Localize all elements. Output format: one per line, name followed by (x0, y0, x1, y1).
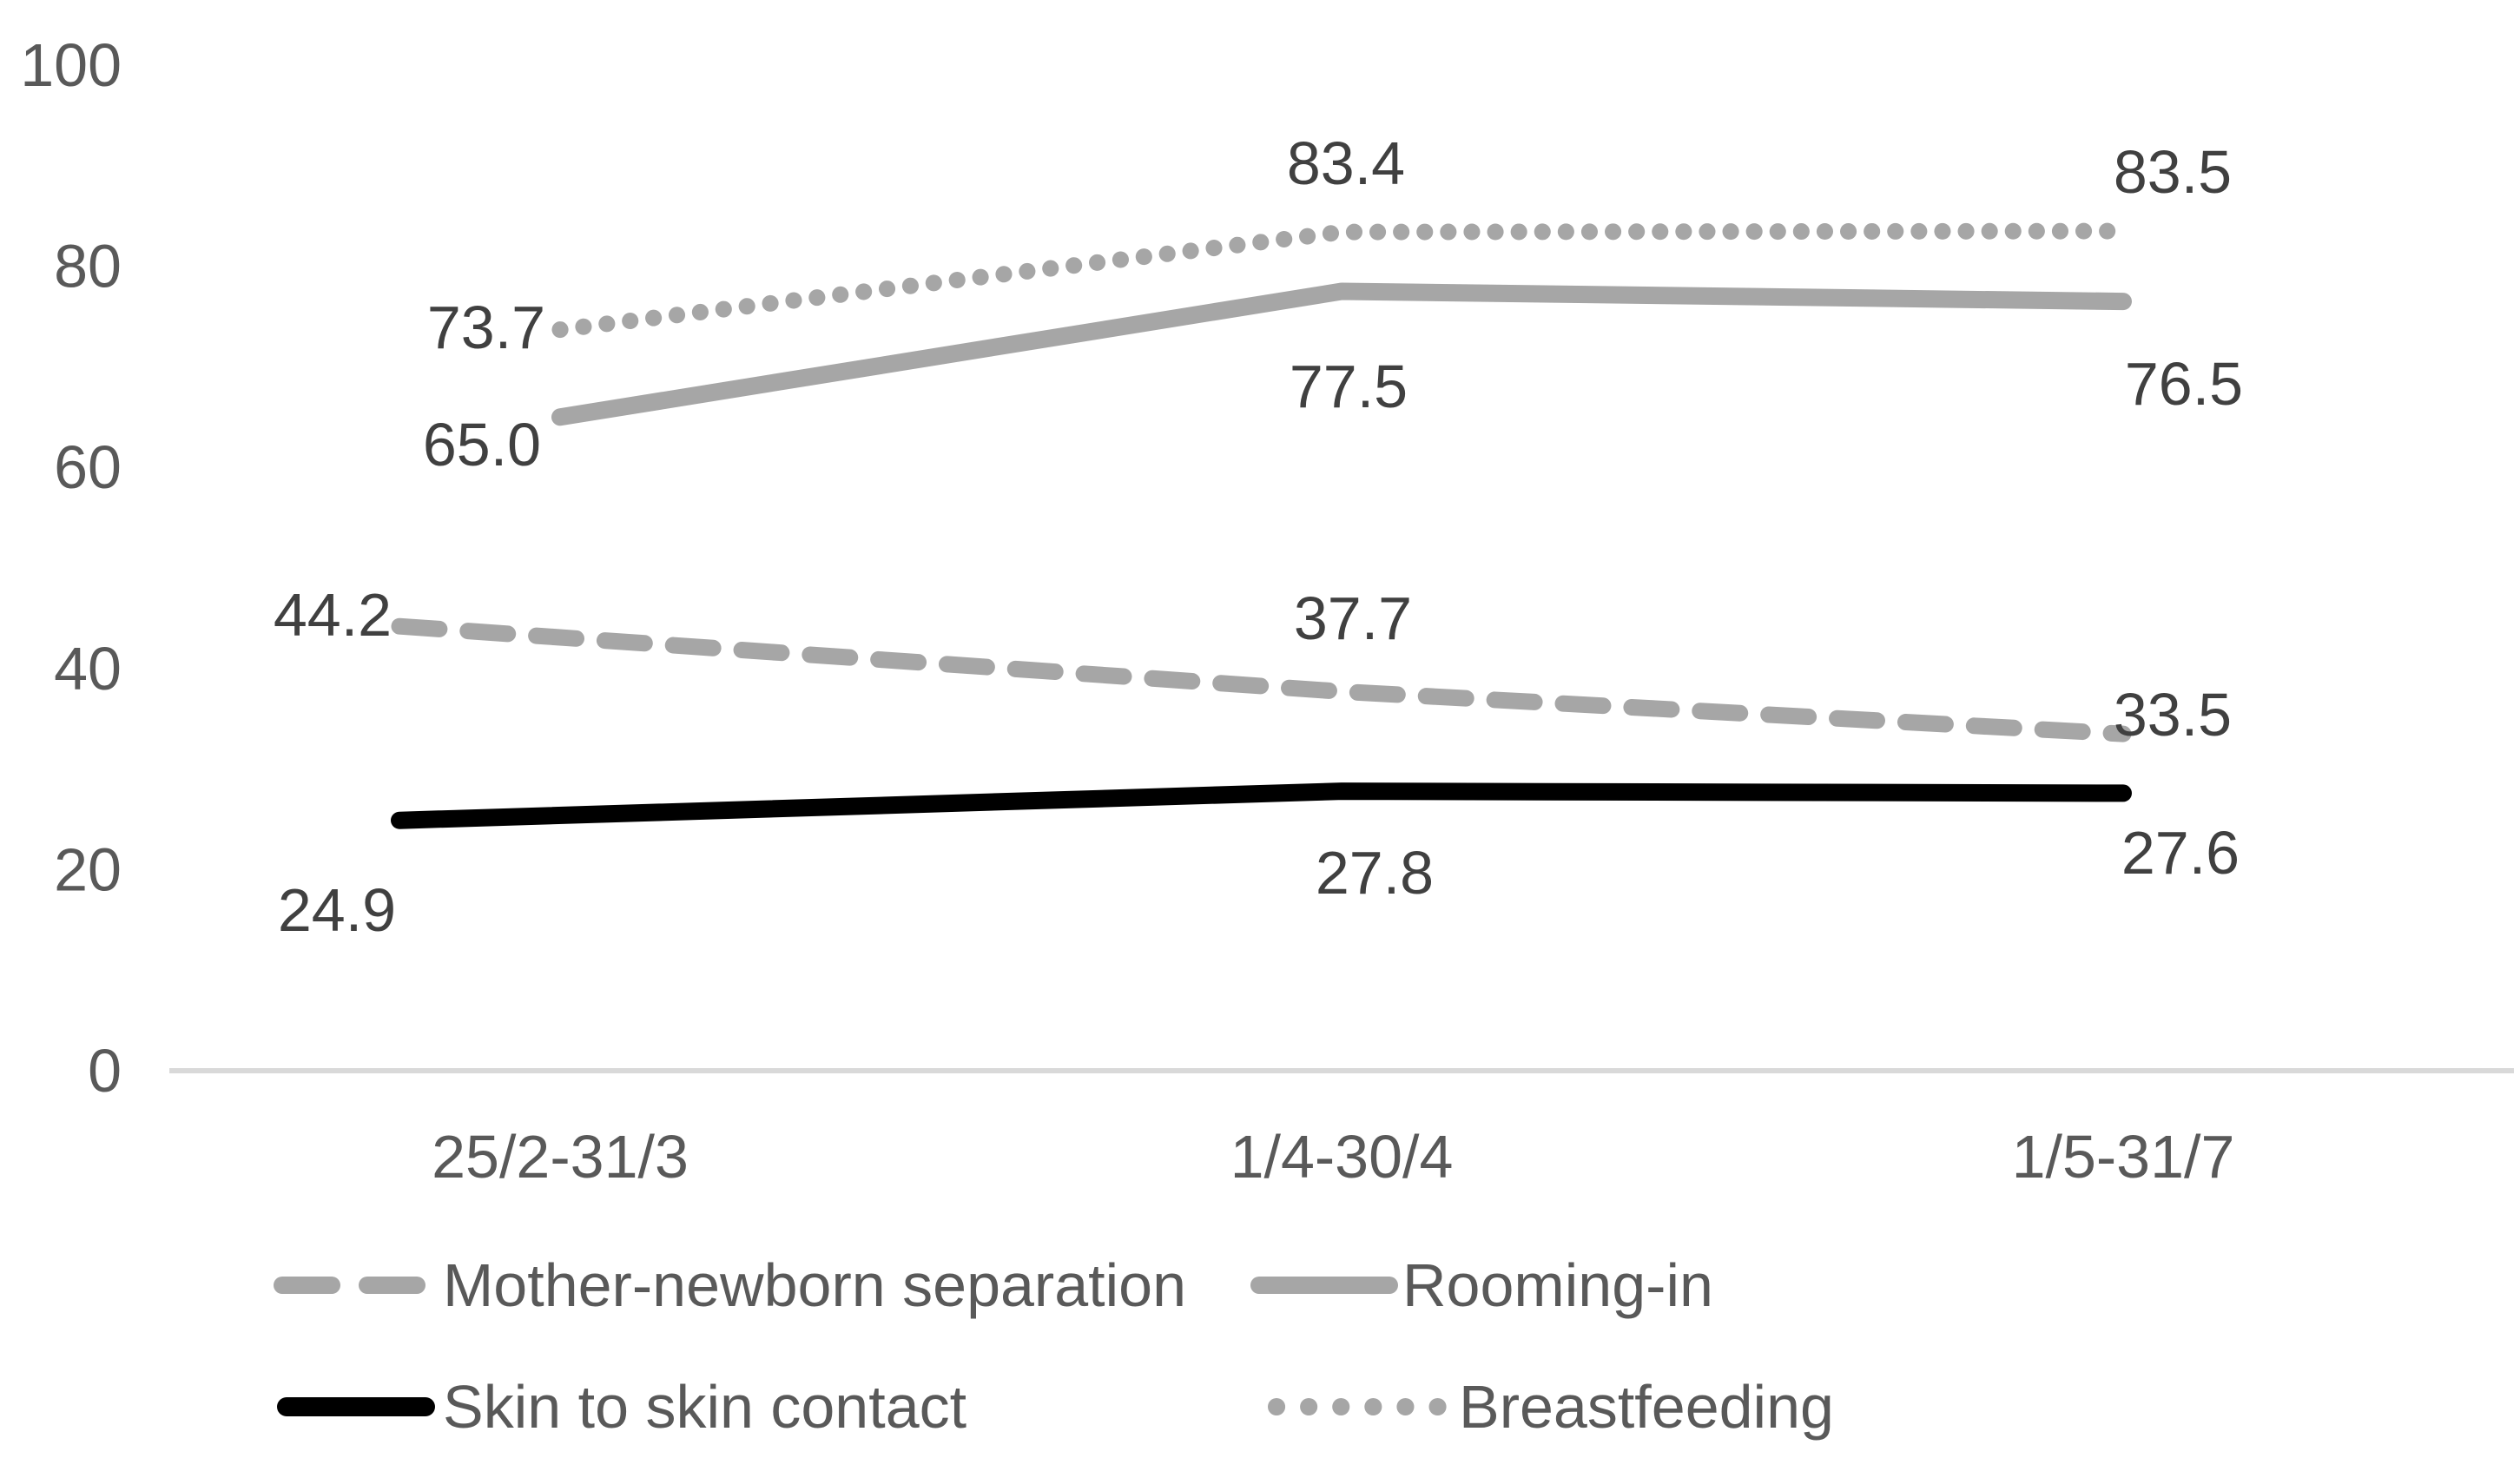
data-label-series-0-point-0: 44.2 (274, 581, 392, 649)
legend-label-rooming-in: Rooming-in (1402, 1251, 1713, 1319)
x-axis-category-label-2: 1/5-31/7 (2012, 1123, 2235, 1191)
series-line-mother-newborn-separation (391, 617, 2132, 742)
data-label-series-3-point-0: 73.7 (427, 294, 545, 361)
data-label-series-2-point-2: 27.6 (2121, 819, 2240, 887)
data-label-series-3-point-1: 83.4 (1287, 129, 1405, 197)
data-label-series-1-point-2: 76.5 (2125, 350, 2243, 418)
data-label-series-2-point-0: 24.9 (278, 876, 396, 944)
y-axis-tick-label-100: 100 (20, 31, 122, 99)
data-label-series-0-point-2: 33.5 (2114, 681, 2232, 749)
series-line-breastfeeding (551, 222, 2132, 339)
legend-label-breastfeeding: Breastfeeding (1459, 1373, 1834, 1441)
y-axis-tick-label-0: 0 (88, 1037, 122, 1105)
data-label-series-1-point-1: 77.5 (1290, 353, 1408, 420)
data-label-series-0-point-1: 37.7 (1294, 584, 1412, 652)
y-axis-tick-label-60: 60 (54, 433, 122, 501)
x-axis-category-label-0: 25/2-31/3 (432, 1123, 689, 1191)
x-axis-category-label-1: 1/4-30/4 (1230, 1123, 1454, 1191)
y-axis-tick-label-80: 80 (54, 233, 122, 300)
data-label-series-2-point-1: 27.8 (1316, 839, 1434, 907)
data-label-series-1-point-0: 65.0 (423, 411, 541, 478)
series-line-skin-to-skin-contact (391, 782, 2132, 829)
legend-label-mother-newborn-separation: Mother-newborn separation (443, 1251, 1186, 1319)
y-axis-tick-label-40: 40 (54, 635, 122, 703)
data-label-series-3-point-2: 83.5 (2114, 138, 2232, 206)
legend-label-skin-to-skin-contact: Skin to skin contact (443, 1373, 966, 1441)
series-line-rooming-in (551, 282, 2132, 426)
y-axis-tick-label-20: 20 (54, 835, 122, 903)
